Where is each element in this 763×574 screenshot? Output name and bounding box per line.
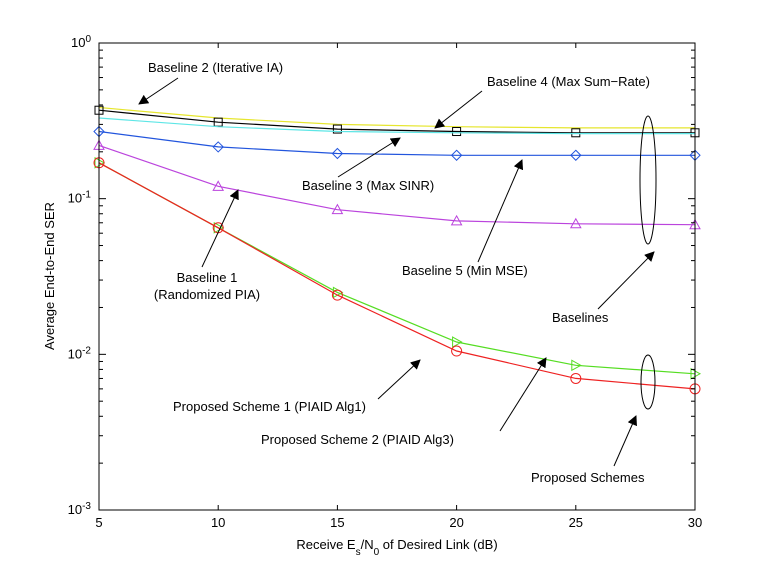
data-point <box>571 128 581 138</box>
series-5 <box>93 139 701 230</box>
proposed-ellipse <box>640 354 656 410</box>
y-tick-label: 10-2 <box>68 345 92 362</box>
series-1 <box>98 106 695 129</box>
series-line <box>98 106 695 129</box>
arrow-baselines <box>597 251 655 310</box>
y-axis-label: Average End-to-End SER <box>42 202 57 350</box>
data-point <box>452 336 463 348</box>
arrow-baseline5 <box>477 159 524 263</box>
x-tick-label: 10 <box>211 515 225 530</box>
y-tick-label: 10-1 <box>68 189 92 206</box>
anno-baseline5: Baseline 5 (Min MSE) <box>402 263 528 278</box>
data-point <box>212 180 225 191</box>
arrow-baseline3 <box>337 137 401 178</box>
data-point <box>331 203 344 215</box>
x-tick-label: 20 <box>449 515 463 530</box>
data-point <box>212 141 224 153</box>
anno-baseline2: Baseline 2 (Iterative IA) <box>148 60 283 75</box>
series-line <box>98 130 695 156</box>
data-point <box>331 289 343 301</box>
data-point <box>451 345 463 357</box>
baselines-ellipse <box>639 115 657 245</box>
data-point <box>450 149 463 161</box>
anno-baseline1-line2: (Randomized PIA) <box>154 287 260 302</box>
arrow-proposed1 <box>377 359 421 400</box>
plot-area <box>99 43 695 510</box>
arrow-baseline4 <box>434 90 483 129</box>
series-line <box>98 162 696 390</box>
arrow-proposed-schemes <box>613 415 637 467</box>
data-point <box>331 147 344 160</box>
anno-baselines: Baselines <box>552 310 609 325</box>
anno-proposed1: Proposed Scheme 1 (PIAID Alg1) <box>173 399 366 414</box>
axes-box <box>98 42 696 511</box>
data-point <box>571 359 582 372</box>
series-3 <box>98 117 695 135</box>
arrow-baseline2 <box>138 77 179 105</box>
x-tick-label: 25 <box>569 515 583 530</box>
x-tick-label: 15 <box>330 515 344 530</box>
y-tick-label: 10-3 <box>68 501 92 518</box>
data-point <box>570 149 582 161</box>
data-point <box>570 372 582 384</box>
series-7 <box>93 157 701 395</box>
anno-baseline3: Baseline 3 (Max SINR) <box>302 178 434 193</box>
anno-proposed-schemes: Proposed Schemes <box>531 470 645 485</box>
series-line <box>98 144 696 226</box>
arrow-baseline1 <box>201 189 239 268</box>
series-line <box>98 109 695 134</box>
x-tick-label: 5 <box>95 515 102 530</box>
series-line <box>98 117 695 135</box>
anno-baseline4: Baseline 4 (Max Sum−Rate) <box>487 74 650 89</box>
y-tick-label: 100 <box>71 34 91 51</box>
data-point <box>452 127 462 137</box>
x-tick-label: 30 <box>688 515 702 530</box>
anno-baseline1-line1: Baseline 1 <box>177 270 238 285</box>
anno-proposed2: Proposed Scheme 2 (PIAID Alg3) <box>261 432 454 447</box>
data-point <box>450 214 463 226</box>
data-point <box>569 217 582 229</box>
x-axis-label: Receive Es/N0 of Desired Link (dB) <box>296 537 497 558</box>
data-point <box>332 124 342 134</box>
arrow-proposed2 <box>499 357 547 432</box>
